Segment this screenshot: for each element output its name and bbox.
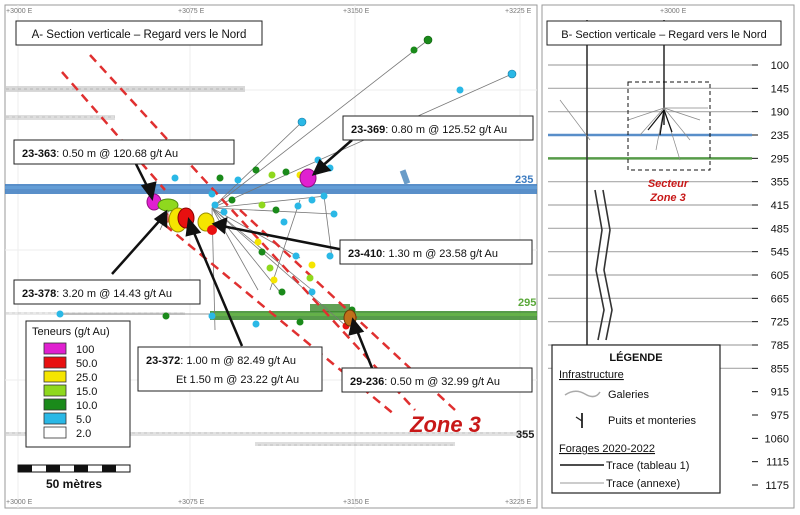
bottom-tick-2: +3075 E — [178, 499, 205, 506]
panel-a-title-box — [15, 20, 263, 46]
intercept-ellipses — [146, 168, 357, 327]
panel-b-top-tick: +3000 E — [660, 8, 687, 15]
legend-trace-2: Trace (annexe) — [606, 478, 680, 490]
sector-label-2: Zone 3 — [649, 192, 685, 204]
level-label-725: 725 — [771, 317, 789, 329]
shaft-icon — [575, 413, 583, 428]
legend-galeries: Galeries — [608, 389, 649, 401]
level-label-355: 355 — [771, 177, 789, 189]
level-label-855: 855 — [771, 363, 789, 375]
sector-label: Secteur — [648, 178, 689, 190]
callout-arrows — [111, 139, 374, 369]
sector-zone-3-box — [627, 81, 711, 171]
level-label-100: 100 — [771, 60, 789, 72]
grade-label-3: 15.0 — [76, 386, 97, 398]
callout-23-372-line2: Et 1.50 m @ 23.22 g/t Au — [176, 374, 299, 386]
legend-infra-title: Infrastructure — [559, 369, 624, 381]
level-355-label: 355 — [516, 429, 534, 441]
panel-a: +3000 E +3075 E +3150 E +3225 E +3000 E … — [4, 4, 538, 509]
grade-label-2: 25.0 — [76, 372, 97, 384]
grade-label-0: 100 — [76, 344, 94, 356]
gallery-295 — [210, 304, 537, 320]
grade-label-4: 10.0 — [76, 400, 97, 412]
callout-23-378: 23-378: 3.20 m @ 14.43 g/t Au — [22, 288, 172, 300]
legend-forages-title: Forages 2020-2022 — [559, 443, 655, 455]
level-label-485: 485 — [771, 223, 789, 235]
callout-box-23-372 — [137, 346, 323, 392]
level-label-975: 975 — [771, 410, 789, 422]
callout-23-363: 23-363: 0.50 m @ 120.68 g/t Au — [22, 148, 178, 160]
callout-box-23-363 — [13, 139, 235, 165]
panel-b-title-box — [546, 20, 782, 46]
panel-b: +3000 E 100 145 190 235 295 355 415 485 545 605 66… — [541, 4, 795, 509]
level-label-190: 190 — [771, 107, 789, 119]
level-label-545: 545 — [771, 247, 789, 259]
bottom-tick-1: +3000 E — [6, 499, 33, 506]
level-295-label: 295 — [518, 297, 536, 309]
level-label-785: 785 — [771, 340, 789, 352]
grade-label-6: 2.0 — [76, 428, 91, 440]
level-label-235: 235 — [771, 130, 789, 142]
callout-29-236: 29-236: 0.50 m @ 32.99 g/t Au — [350, 376, 500, 388]
panel-b-title: B- Section verticale – Regard vers le No… — [561, 29, 766, 41]
bottom-tick-4: +3225 E — [505, 499, 532, 506]
grade-swatch-2 — [43, 370, 67, 383]
callout-box-29-236 — [341, 367, 533, 393]
panel-a-title: A- Section verticale – Regard vers le No… — [32, 29, 247, 41]
legend-title: LÉGENDE — [609, 351, 662, 364]
grade-swatch-0 — [43, 342, 67, 355]
scale-bar: 50 mètres — [17, 464, 131, 491]
level-label-295: 295 — [771, 153, 789, 165]
grade-swatch-1 — [43, 356, 67, 369]
grade-label-5: 5.0 — [76, 414, 91, 426]
scale-bar-label: 50 mètres — [46, 477, 102, 491]
bottom-tick-3: +3150 E — [343, 499, 370, 506]
panel-b-main-traces — [647, 109, 673, 136]
callout-box-23-410 — [339, 239, 533, 265]
grade-label-1: 50.0 — [76, 358, 97, 370]
level-label-605: 605 — [771, 270, 789, 282]
top-tick-3: +3150 E — [343, 8, 370, 15]
level-label-1060: 1060 — [765, 433, 789, 445]
legend-trace-1: Trace (tableau 1) — [606, 460, 689, 472]
top-tick-4: +3225 E — [505, 8, 532, 15]
callout-23-410: 23-410: 1.30 m @ 23.58 g/t Au — [348, 248, 498, 260]
grade-swatch-3 — [43, 384, 67, 397]
level-label-145: 145 — [771, 83, 789, 95]
top-tick-2: +3075 E — [178, 8, 205, 15]
panel-b-levels: 100 145 190 235 295 355 415 485 545 605 665 725 785 8… — [548, 60, 789, 492]
grade-legend-title: Teneurs (g/t Au) — [32, 326, 110, 338]
grade-swatch-6 — [43, 426, 67, 439]
level-label-1175: 1175 — [765, 480, 789, 492]
galeries-icon — [564, 390, 601, 398]
level-label-1115: 1115 — [766, 457, 789, 469]
zone-3-label: Zone 3 — [409, 412, 481, 437]
callout-box-23-378 — [13, 279, 201, 305]
level-235-label: 235 — [515, 174, 533, 186]
gallery-235 — [5, 169, 537, 194]
level-label-415: 415 — [771, 200, 789, 212]
map-legend: LÉGENDE Infrastructure Galeries Puits et… — [551, 344, 721, 494]
callout-23-372: 23-372: 1.00 m @ 82.49 g/t Au — [146, 355, 296, 367]
legend-puits: Puits et monteries — [608, 415, 697, 427]
grade-legend: Teneurs (g/t Au) 100 50.0 25.0 15.0 10.0 5.0 2… — [25, 320, 131, 448]
grade-swatch-4 — [43, 398, 67, 411]
level-label-665: 665 — [771, 293, 789, 305]
grey-galleries — [5, 86, 525, 446]
callout-23-369: 23-369: 0.80 m @ 125.52 g/t Au — [351, 124, 507, 136]
top-tick-1: +3000 E — [6, 8, 33, 15]
grade-swatch-5 — [43, 412, 67, 425]
grade-swatches: 100 50.0 25.0 15.0 10.0 5.0 2.0 — [43, 342, 97, 440]
level-label-915: 915 — [771, 387, 789, 399]
callout-box-23-369 — [342, 115, 534, 141]
